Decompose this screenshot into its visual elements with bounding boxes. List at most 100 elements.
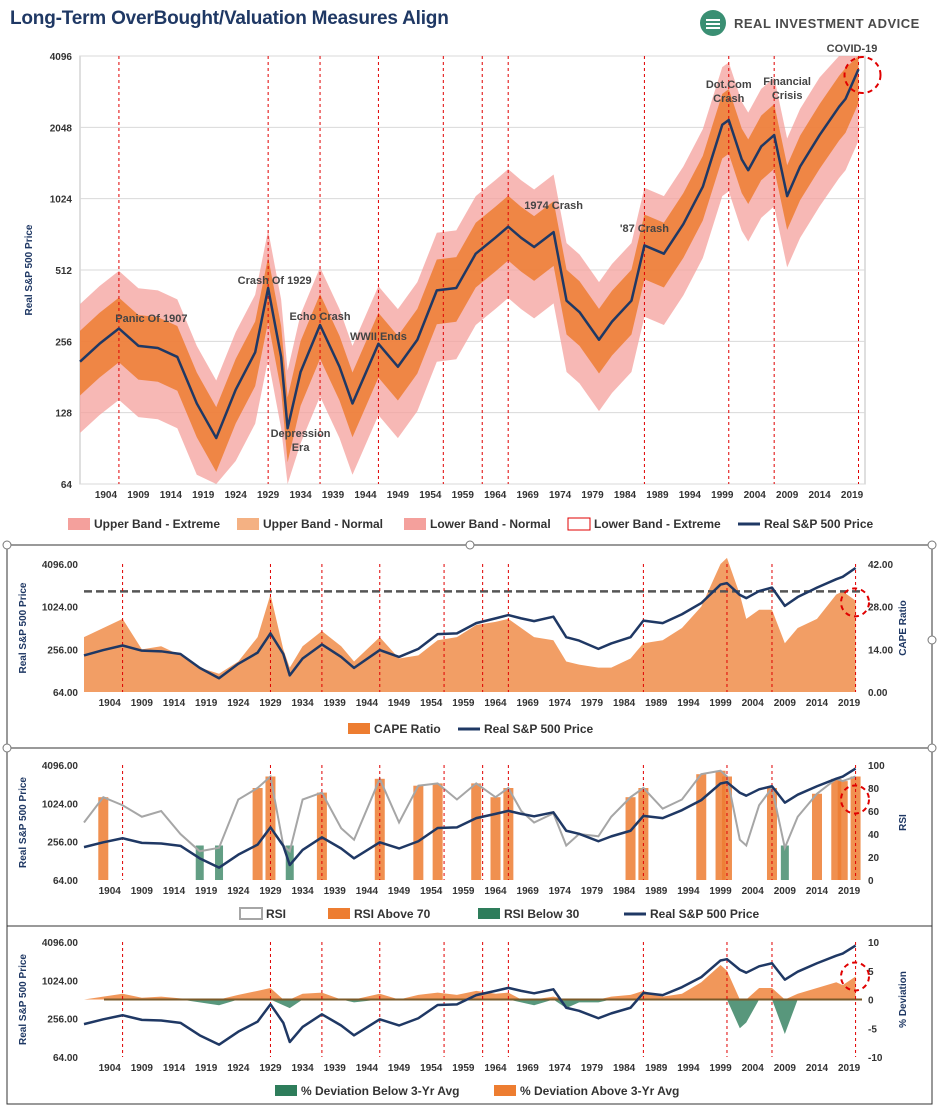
legend-swatch xyxy=(404,518,426,530)
series-line-real-sp500 xyxy=(79,68,860,440)
x-tick-label: 1959 xyxy=(452,1063,475,1074)
legend-label: % Deviation Above 3-Yr Avg xyxy=(520,1084,679,1098)
rsi-above-70-bar xyxy=(432,783,443,880)
x-tick-label: 1939 xyxy=(324,698,347,709)
y-tick-label: 128 xyxy=(55,409,72,420)
legend-label: Real S&P 500 Price xyxy=(484,722,594,736)
y2-tick-label: 5 xyxy=(868,967,874,978)
resize-handle xyxy=(465,540,475,550)
rsi-above-70-bar xyxy=(721,776,732,880)
y-axis-label: Real S&P 500 Price xyxy=(24,224,35,315)
x-tick-label: 1989 xyxy=(646,490,669,501)
x-tick-label: 1909 xyxy=(131,698,154,709)
y-tick-label: 64 xyxy=(61,480,73,491)
legend-swatch xyxy=(328,908,350,919)
x-tick-label: 1969 xyxy=(517,1063,540,1074)
legend-label: RSI Above 70 xyxy=(354,907,431,921)
series-line-real-sp500 xyxy=(83,944,857,1046)
y-tick-label: 1024.00 xyxy=(42,603,79,614)
annotation: Crash xyxy=(713,93,744,105)
x-tick-label: 1919 xyxy=(192,490,215,501)
y-tick-label: 4096.00 xyxy=(42,938,79,949)
rsi-above-70-bar xyxy=(98,797,109,880)
highlight-circle xyxy=(840,784,870,815)
legend-label: Lower Band - Normal xyxy=(430,517,551,531)
legend-label: % Deviation Below 3-Yr Avg xyxy=(301,1084,459,1098)
rsi-above-70-bar xyxy=(696,774,707,880)
x-tick-label: 1929 xyxy=(259,698,282,709)
y-axis-label: Real S&P 500 Price xyxy=(18,777,29,868)
x-tick-label: 2014 xyxy=(806,886,829,897)
x-tick-label: 1974 xyxy=(549,698,572,709)
annotation: '87 Crash xyxy=(620,223,669,235)
legend-swatch xyxy=(239,907,263,920)
x-tick-label: 2004 xyxy=(742,1063,765,1074)
annotation: 1974 Crash xyxy=(524,200,583,212)
resize-handle xyxy=(927,635,937,645)
highlight-circle xyxy=(843,56,882,94)
highlight-circle xyxy=(840,961,870,992)
x-tick-label: 1934 xyxy=(291,698,314,709)
x-tick-label: 1984 xyxy=(613,1063,636,1074)
x-tick-label: 1994 xyxy=(679,490,702,501)
x-tick-label: 1964 xyxy=(484,490,507,501)
series-line-rsi xyxy=(83,769,856,854)
x-tick-label: 1964 xyxy=(484,1063,507,1074)
x-tick-label: 1914 xyxy=(163,698,186,709)
x-tick-label: 1974 xyxy=(549,1063,572,1074)
x-tick-label: 1914 xyxy=(163,1063,186,1074)
y-axis-label: Real S&P 500 Price xyxy=(18,582,29,673)
series-line-real-sp500 xyxy=(83,767,857,869)
annotation: Panic Of 1907 xyxy=(115,313,187,325)
series-area-below xyxy=(84,999,856,1034)
legend-swatch xyxy=(478,908,500,919)
y-tick-label: 64.00 xyxy=(53,1053,78,1064)
resize-handle xyxy=(2,540,12,550)
annotation: WWII Ends xyxy=(350,331,407,343)
page-title: Long-Term OverBought/Valuation Measures … xyxy=(10,8,449,29)
rsi-below-30-bar xyxy=(195,845,204,880)
x-tick-label: 1909 xyxy=(131,886,154,897)
annotation: Dot.Com xyxy=(706,79,752,91)
x-tick-label: 1999 xyxy=(709,698,732,709)
x-tick-label: 2014 xyxy=(808,490,831,501)
rsi-above-70-bar xyxy=(850,776,861,880)
x-tick-label: 1959 xyxy=(452,886,475,897)
x-tick-label: 1924 xyxy=(227,886,250,897)
y2-tick-label: 80 xyxy=(868,784,880,795)
legend-swatch xyxy=(237,518,259,530)
x-tick-label: 1954 xyxy=(420,886,443,897)
x-tick-label: 1929 xyxy=(257,490,280,501)
x-tick-label: 2009 xyxy=(774,1063,797,1074)
x-tick-label: 1904 xyxy=(99,886,122,897)
series-area-cape xyxy=(84,557,856,692)
x-tick-label: 1969 xyxy=(517,886,540,897)
y-tick-label: 4096 xyxy=(50,52,73,63)
annotation: Era xyxy=(292,442,311,454)
annotation: Financial xyxy=(763,76,811,88)
x-tick-label: 1979 xyxy=(581,490,604,501)
x-tick-label: 1979 xyxy=(581,886,604,897)
y2-tick-label: 100 xyxy=(868,761,885,772)
y-tick-label: 256.00 xyxy=(47,1015,78,1026)
x-tick-label: 1949 xyxy=(388,1063,411,1074)
legend-swatch xyxy=(567,517,591,531)
x-tick-label: 1919 xyxy=(195,1063,218,1074)
x-tick-label: 1989 xyxy=(645,886,668,897)
x-tick-label: 1954 xyxy=(419,490,442,501)
x-tick-label: 1984 xyxy=(613,886,636,897)
x-tick-label: 2009 xyxy=(776,490,799,501)
rsi-above-70-bar xyxy=(837,781,848,880)
x-tick-label: 1934 xyxy=(289,490,312,501)
y-tick-label: 64.00 xyxy=(53,688,78,699)
series-area-above xyxy=(84,965,856,1000)
x-tick-label: 1914 xyxy=(160,490,183,501)
x-tick-label: 1944 xyxy=(356,1063,379,1074)
rsi-above-70-bar xyxy=(811,793,822,880)
x-tick-label: 1919 xyxy=(195,698,218,709)
panel-4: 4096.00 1024.00 256.00 64.00 10 5 0 -5 -10 Real S… xyxy=(18,938,909,1098)
x-tick-label: 1979 xyxy=(581,698,604,709)
y-tick-label: 256 xyxy=(55,337,72,348)
x-tick-label: 1964 xyxy=(484,886,507,897)
legend-swatch xyxy=(68,518,90,530)
